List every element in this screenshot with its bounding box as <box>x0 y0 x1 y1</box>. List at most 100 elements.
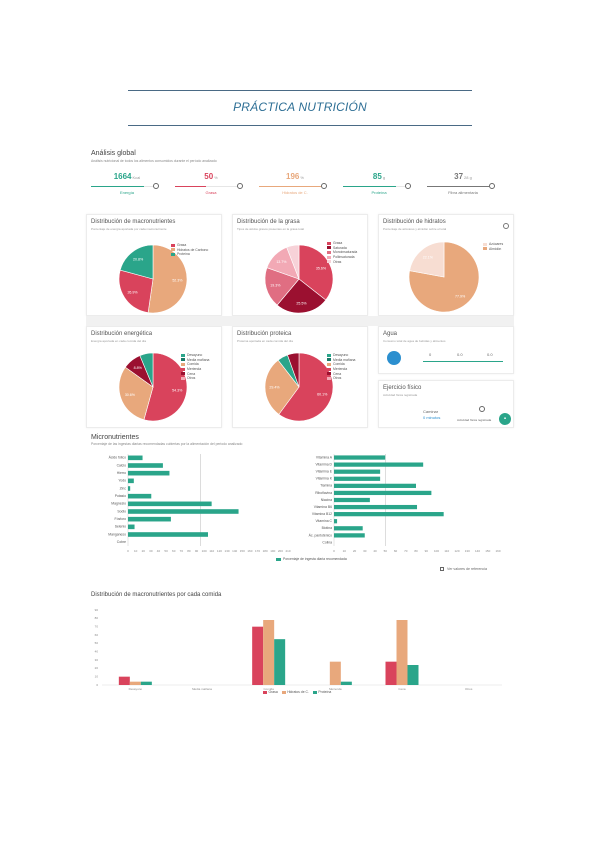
legend-label: Proteína <box>318 690 332 694</box>
exercise-footer: Actividad física registrada <box>457 418 492 422</box>
legend-label: Merienda <box>333 367 348 372</box>
chat-button[interactable]: ▪ <box>499 413 511 425</box>
legend-label: Cena <box>187 371 196 376</box>
bar[interactable] <box>329 661 341 685</box>
x-tick-label: 60 <box>172 549 176 553</box>
bar[interactable] <box>334 490 432 496</box>
bar[interactable] <box>334 476 381 481</box>
bar[interactable] <box>334 519 338 524</box>
bar[interactable] <box>334 462 424 467</box>
legend-label: Grasa <box>177 243 187 248</box>
legend-swatch <box>327 372 331 376</box>
x-tick-label: 140 <box>232 549 237 553</box>
info-icon[interactable] <box>405 183 411 189</box>
bar[interactable] <box>128 501 212 507</box>
pie-label: 35.6% <box>316 266 327 270</box>
legend-swatch <box>327 358 331 362</box>
card-protein: Distribución proteica Proteína aportada … <box>232 326 368 428</box>
bar[interactable] <box>334 512 444 517</box>
bar[interactable] <box>334 455 386 460</box>
bar[interactable] <box>263 620 275 685</box>
bar[interactable] <box>128 524 135 530</box>
legend-label: Grasa <box>268 690 278 694</box>
micro-title: Micronutrientes <box>91 434 139 441</box>
legend-swatch <box>263 690 267 694</box>
kpi-bar <box>427 186 489 188</box>
legend-swatch <box>483 242 487 246</box>
pie-label: 26.9% <box>127 290 138 294</box>
pie-slice[interactable] <box>143 352 188 422</box>
pie-slice[interactable] <box>278 352 334 422</box>
pie-slice[interactable] <box>147 244 188 314</box>
bar[interactable] <box>385 661 397 685</box>
legend-swatch <box>181 353 185 357</box>
bar[interactable] <box>118 676 130 685</box>
bar[interactable] <box>334 526 363 531</box>
legend-label: Poliinsaturada <box>333 255 355 260</box>
bar-label: Vitamina D <box>315 463 332 467</box>
reference-link[interactable]: Ver valores de referencia <box>440 567 487 571</box>
bar[interactable] <box>128 493 152 499</box>
x-tick-label: Merienda <box>329 687 342 691</box>
bar[interactable] <box>128 516 171 522</box>
x-tick-label: 100 <box>202 549 207 553</box>
info-icon[interactable] <box>153 183 159 189</box>
kpi-0: 1664Kcal Energía <box>91 172 163 198</box>
bar-label: Sodio <box>117 509 126 513</box>
legend-swatch <box>181 362 185 366</box>
bar[interactable] <box>274 639 286 685</box>
bar[interactable] <box>128 470 170 476</box>
info-icon[interactable] <box>321 183 327 189</box>
x-tick-label: 120 <box>454 549 459 553</box>
bar[interactable] <box>396 620 408 685</box>
legend-label: Comida <box>187 362 199 367</box>
pie-slice[interactable] <box>139 352 154 388</box>
info-icon[interactable] <box>489 183 495 189</box>
micro-legend-label: Porcentaje de ingesta diaria recomendada <box>283 557 347 561</box>
bar[interactable] <box>334 483 416 488</box>
x-tick-label: 10 <box>134 549 138 553</box>
x-tick-label: 40 <box>373 549 377 553</box>
legend-swatch <box>171 243 175 247</box>
bar-label: Manganeso <box>108 532 126 536</box>
pie-label: 8.8% <box>134 366 143 370</box>
pie-slice[interactable] <box>264 267 300 306</box>
pie-slice[interactable] <box>118 366 154 421</box>
bar[interactable] <box>128 455 143 461</box>
bar[interactable] <box>128 509 239 514</box>
pie-slice[interactable] <box>119 244 154 280</box>
pie-slice[interactable] <box>409 241 445 278</box>
legend-item: Azúcares <box>483 242 503 247</box>
micro-legend: Porcentaje de ingesta diaria recomendada <box>276 557 347 561</box>
micro-subtitle: Porcentaje de las ingestas diarias recom… <box>91 442 243 446</box>
bar[interactable] <box>334 504 418 510</box>
legend-label: Otras <box>333 259 342 264</box>
pie-slice[interactable] <box>264 359 300 415</box>
legend-fat: Grasa Saturada Monoinsaturada Poliinsaturad… <box>327 241 357 264</box>
bar[interactable] <box>334 533 365 538</box>
bar[interactable] <box>128 478 134 484</box>
bar[interactable] <box>334 469 381 474</box>
info-icon[interactable] <box>503 223 509 229</box>
bar[interactable] <box>334 497 370 503</box>
kpi-value: 85g <box>372 172 386 181</box>
pie-slice[interactable] <box>287 352 300 388</box>
pie-chart-macro: 52.3% 26.9% 20.8% <box>118 244 188 314</box>
bar[interactable] <box>140 681 152 685</box>
pie-slice[interactable] <box>118 269 154 313</box>
bar[interactable] <box>407 665 419 685</box>
pie-slice[interactable] <box>286 244 300 280</box>
bar[interactable] <box>252 626 264 685</box>
bar[interactable] <box>128 532 208 537</box>
bar[interactable] <box>128 463 163 468</box>
bar-label: Yodo <box>118 479 126 483</box>
pie-slice[interactable] <box>276 278 327 314</box>
bar[interactable] <box>340 681 352 685</box>
legend-item: Hidratos de C. <box>281 690 309 694</box>
bar[interactable] <box>128 486 131 491</box>
bar[interactable] <box>129 681 141 685</box>
kpi-bar-fill <box>175 186 206 188</box>
info-icon[interactable] <box>237 183 243 189</box>
pie-slice[interactable] <box>298 244 334 301</box>
kpi-value: 50% <box>204 172 218 181</box>
